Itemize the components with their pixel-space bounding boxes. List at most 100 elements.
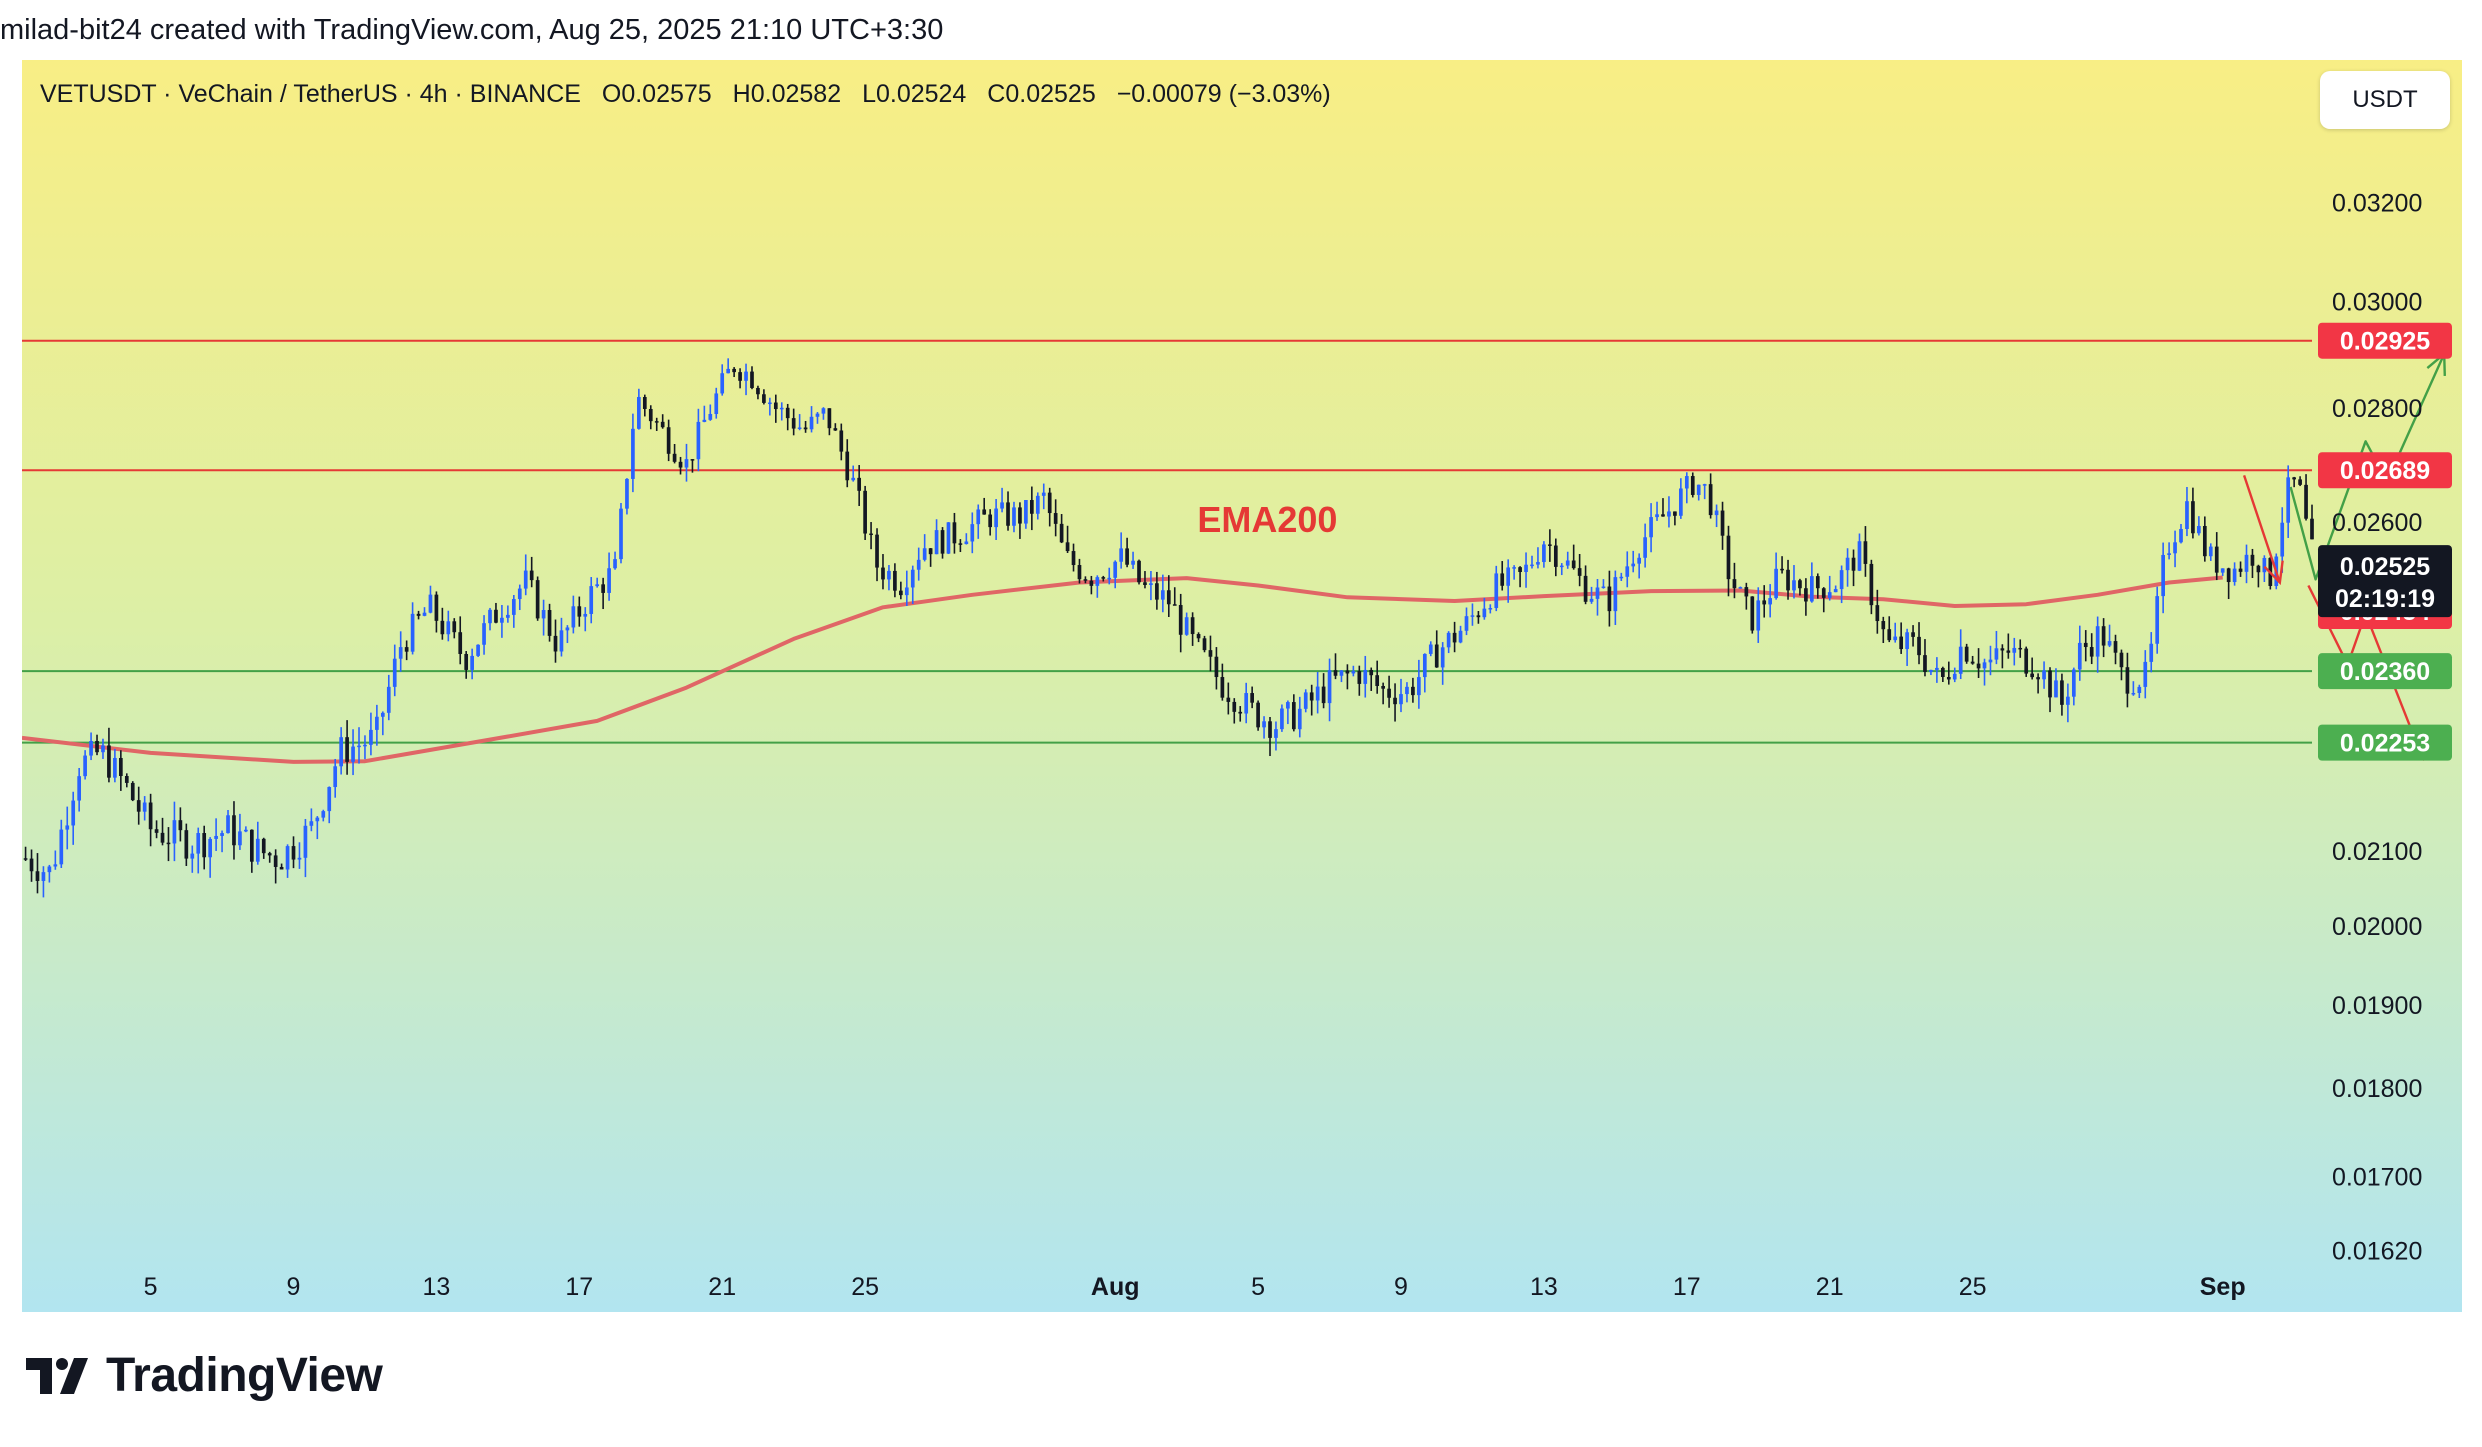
- candle-bearish: [1393, 683, 1397, 722]
- candle-bullish: [83, 750, 87, 780]
- candle-body: [1422, 653, 1427, 678]
- candle-bearish: [869, 522, 873, 550]
- candle-body: [1399, 694, 1403, 705]
- candle-body: [2095, 626, 2100, 657]
- candle-bearish: [1577, 554, 1582, 587]
- candle-body: [1643, 537, 1647, 558]
- candle-bearish: [2018, 639, 2023, 658]
- candle-body: [893, 570, 897, 591]
- projection-down-pre-arrow: [2242, 475, 2281, 583]
- candle-bullish: [2262, 555, 2267, 583]
- candle-body: [232, 815, 236, 846]
- candle-body: [607, 568, 611, 593]
- candle-bullish: [595, 577, 600, 588]
- price-tag-bg: [2318, 452, 2452, 489]
- candle-bullish: [1113, 560, 1118, 589]
- price-tag: 0.02689: [2318, 452, 2452, 489]
- price-tick-label: 0.02800: [2332, 395, 2422, 423]
- candle-body: [1500, 573, 1505, 586]
- candle-body: [2071, 669, 2076, 697]
- date-tick-label: 25: [851, 1273, 879, 1301]
- candle-bullish: [321, 809, 326, 822]
- candle-body: [1000, 502, 1004, 509]
- candle-body: [2048, 670, 2052, 698]
- candle-bullish: [1244, 682, 1249, 724]
- candle-bearish: [1226, 682, 1231, 715]
- candle-body: [833, 428, 838, 431]
- candle-bearish: [2101, 618, 2106, 658]
- candle-body: [2226, 568, 2231, 583]
- candle-bearish: [1548, 529, 1552, 562]
- candle-bullish: [1845, 548, 1850, 587]
- candle-bullish: [297, 842, 302, 869]
- candle-body: [1238, 711, 1243, 714]
- candle-body: [2066, 696, 2070, 705]
- candle-bearish: [1268, 717, 1272, 757]
- candle-bearish: [2060, 673, 2064, 716]
- candle-body: [2089, 647, 2094, 657]
- candle-bearish: [118, 750, 123, 791]
- candle-body: [404, 647, 409, 652]
- candle-bearish: [1375, 660, 1380, 694]
- candle-body: [422, 612, 427, 616]
- candle-body: [1940, 667, 1945, 677]
- candle-bearish: [1946, 661, 1951, 685]
- candle-bullish: [797, 414, 802, 431]
- candle-body: [1553, 545, 1558, 567]
- candle-bullish: [190, 845, 195, 873]
- candle-bullish: [1327, 658, 1332, 722]
- candle-bearish: [1071, 543, 1076, 572]
- candle-body: [2000, 648, 2005, 651]
- candle-body: [2185, 501, 2189, 529]
- candle-bearish: [1166, 575, 1171, 618]
- candle-bearish: [898, 581, 903, 600]
- candle-bullish: [720, 364, 725, 396]
- candle-bullish: [1667, 496, 1671, 528]
- candle-bullish: [255, 821, 260, 865]
- candle-bearish: [1291, 694, 1296, 732]
- tradingview-logo-icon: [26, 1357, 88, 1394]
- candle-body: [1488, 608, 1493, 610]
- tradingview-logo[interactable]: TradingView: [26, 1348, 383, 1403]
- candle-bullish: [613, 551, 617, 570]
- candle-body: [1417, 677, 1421, 696]
- candle-body: [291, 846, 296, 860]
- candle-body: [1631, 563, 1636, 567]
- candle-body: [1381, 686, 1385, 689]
- symbol-name[interactable]: VETUSDT · VeChain / TetherUS · 4h · BINA…: [40, 80, 581, 108]
- candle-bullish: [2149, 632, 2154, 673]
- price-chart[interactable]: EMA200 0.034000.032000.030000.028000.026…: [22, 60, 2462, 1312]
- chart-frame[interactable]: EMA200 0.034000.032000.030000.028000.026…: [22, 60, 2462, 1312]
- candle-bullish: [2173, 530, 2177, 568]
- candle-body: [1875, 605, 1880, 622]
- candle-bearish: [1137, 559, 1141, 585]
- candle-bearish: [107, 727, 111, 783]
- candle-bullish: [1988, 645, 1993, 676]
- candle-bullish: [1792, 565, 1796, 599]
- candle-body: [1917, 636, 1921, 656]
- currency-unit-button[interactable]: USDT: [2320, 71, 2450, 129]
- candle-body: [398, 647, 403, 659]
- candle-body: [1524, 564, 1528, 573]
- candle-bullish: [2185, 486, 2189, 537]
- candle-bearish: [666, 419, 671, 462]
- candle-body: [678, 461, 683, 468]
- candle-body: [732, 368, 736, 373]
- candle-body: [1458, 630, 1463, 643]
- candle-body: [1845, 557, 1850, 571]
- date-tick-label: 13: [423, 1273, 451, 1301]
- candle-bearish: [1345, 664, 1350, 690]
- candle-body: [1107, 577, 1112, 580]
- candle-bearish: [1178, 593, 1183, 653]
- candle-body: [345, 737, 349, 762]
- candle-body: [1881, 621, 1886, 630]
- candle-body: [714, 393, 719, 414]
- candle-body: [946, 522, 951, 554]
- candle-body: [2191, 501, 2195, 534]
- candle-bullish: [1679, 478, 1683, 519]
- price-tick-label: 0.02100: [2332, 838, 2422, 866]
- candle-body: [982, 509, 987, 515]
- candle-body: [1542, 544, 1546, 563]
- candle-bullish: [1809, 562, 1814, 603]
- candle-body: [1476, 615, 1481, 618]
